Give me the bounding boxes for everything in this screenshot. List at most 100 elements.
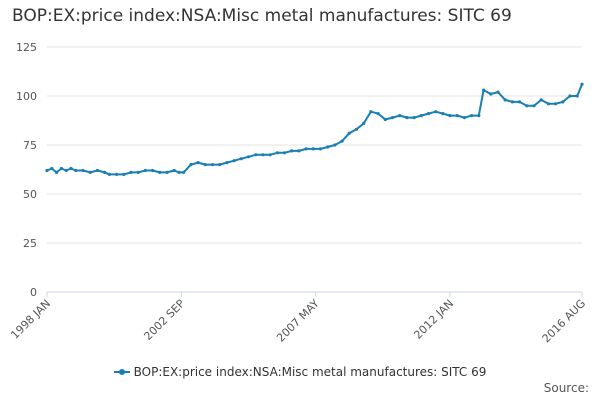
data-point: [210, 163, 215, 167]
data-point: [561, 100, 565, 104]
data-point: [203, 163, 207, 167]
data-point: [568, 94, 572, 98]
data-point: [304, 147, 308, 151]
data-point: [122, 172, 126, 176]
data-point: [177, 170, 181, 174]
data-point: [448, 114, 452, 118]
data-point: [318, 147, 323, 151]
legend-item[interactable]: BOP:EX:price index:NSA:Misc metal manufa…: [113, 365, 487, 379]
data-point: [225, 161, 229, 165]
data-point: [74, 168, 78, 173]
x-tick-label: 2016 AUG: [540, 297, 589, 346]
data-point: [362, 121, 366, 125]
data-point: [503, 98, 507, 102]
data-point: [455, 114, 459, 118]
data-point: [64, 168, 68, 173]
series-line: [46, 83, 583, 176]
data-point: [261, 153, 265, 157]
data-point: [311, 147, 315, 151]
data-point: [383, 117, 387, 122]
data-point: [405, 116, 409, 120]
data-point: [143, 168, 147, 173]
data-point: [489, 92, 493, 96]
data-point: [441, 112, 445, 116]
data-point: [268, 153, 272, 157]
data-point: [470, 114, 474, 118]
data-point: [189, 163, 193, 167]
credits[interactable]: Source:: [543, 381, 589, 395]
x-tick-label: 2012 JAN: [411, 297, 456, 342]
data-point: [426, 112, 431, 116]
legend: BOP:EX:price index:NSA:Misc metal manufa…: [0, 365, 600, 380]
data-point: [69, 166, 73, 171]
data-point: [419, 114, 423, 118]
data-point: [496, 90, 500, 94]
data-point: [182, 170, 186, 174]
data-point: [59, 166, 64, 171]
data-point: [554, 102, 558, 106]
data-point: [158, 170, 162, 174]
data-point: [45, 168, 49, 173]
data-point: [525, 104, 529, 108]
data-point: [462, 116, 466, 120]
data-point: [376, 112, 380, 116]
data-point: [172, 168, 176, 173]
data-point: [477, 114, 481, 118]
y-tick-label: 0: [30, 286, 37, 299]
data-point: [369, 110, 373, 114]
data-point: [575, 94, 579, 98]
data-point: [254, 153, 258, 157]
data-point: [539, 98, 543, 102]
data-point: [412, 116, 416, 120]
data-point: [151, 168, 155, 173]
data-point: [546, 102, 551, 106]
data-point: [326, 145, 330, 149]
data-point: [354, 127, 359, 131]
y-axis: 0 25 50 75 100 125: [16, 41, 37, 299]
data-point: [297, 149, 301, 153]
data-point: [88, 170, 92, 174]
data-point: [239, 157, 243, 161]
y-tick-label: 75: [23, 139, 37, 152]
x-tick-label: 1998 JAN: [8, 297, 53, 342]
y-tick-label: 125: [16, 41, 37, 54]
data-point: [129, 170, 133, 174]
data-point: [510, 100, 514, 104]
data-point: [275, 151, 279, 155]
data-point: [333, 143, 337, 147]
x-axis: 1998 JAN 2002 SEP 2007 MAY 2012 JAN 2016 AUG: [8, 291, 589, 346]
data-point: [518, 100, 522, 104]
data-point: [482, 88, 486, 92]
data-point: [282, 151, 287, 155]
data-point: [107, 172, 111, 176]
data-point: [232, 159, 236, 163]
y-tick-label: 25: [23, 237, 37, 250]
data-point: [165, 170, 169, 174]
series-layer[interactable]: [45, 82, 584, 176]
data-point: [50, 166, 54, 171]
x-tick-label: 2002 SEP: [141, 297, 187, 343]
data-point: [115, 172, 119, 176]
data-point: [398, 114, 402, 118]
data-point: [246, 155, 251, 159]
legend-label: BOP:EX:price index:NSA:Misc metal manufa…: [133, 365, 487, 379]
data-point: [434, 110, 438, 114]
data-point: [532, 104, 536, 108]
data-point: [196, 161, 200, 165]
data-point: [580, 82, 584, 86]
data-point: [340, 139, 344, 143]
data-point: [55, 170, 59, 174]
data-point: [218, 163, 222, 167]
chart-title: BOP:EX:price index:NSA:Misc metal manufa…: [12, 6, 512, 26]
y-tick-label: 100: [16, 90, 37, 103]
data-point: [95, 168, 99, 173]
data-point: [81, 168, 85, 173]
y-tick-label: 50: [23, 188, 37, 201]
gridlines: [47, 46, 582, 244]
legend-line-marker-icon: [113, 367, 130, 377]
data-point: [347, 131, 351, 135]
data-point: [390, 116, 395, 120]
data-point: [136, 170, 140, 174]
data-point: [290, 149, 294, 153]
